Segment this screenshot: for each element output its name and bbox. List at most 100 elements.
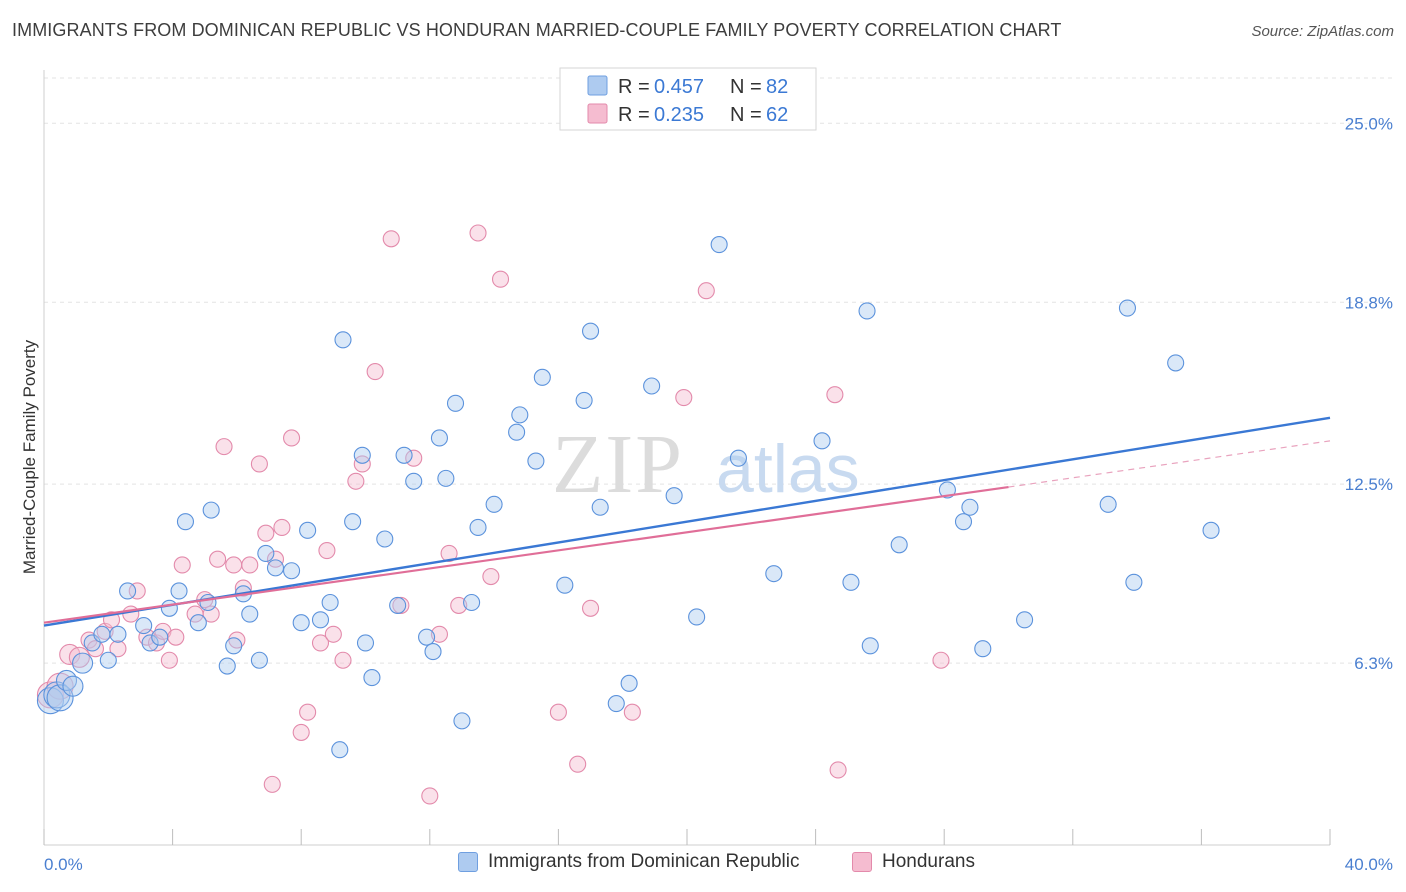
data-point xyxy=(469,518,487,537)
data-point xyxy=(1125,573,1143,591)
data-point xyxy=(1099,495,1117,513)
data-point xyxy=(257,524,275,542)
data-point xyxy=(430,429,448,447)
data-point xyxy=(581,322,600,340)
data-point xyxy=(450,596,468,614)
y-axis-tick-labels: 6.3% 12.5% 18.8% 25.0% xyxy=(1345,114,1393,673)
data-point xyxy=(283,562,301,580)
data-point xyxy=(813,432,831,450)
data-point xyxy=(363,669,381,687)
data-point xyxy=(176,513,195,531)
x-axis-ticks xyxy=(43,829,1331,845)
data-point xyxy=(250,455,268,473)
data-point xyxy=(688,608,706,626)
data-point xyxy=(861,637,879,655)
data-point xyxy=(366,363,384,381)
data-point xyxy=(765,565,783,583)
data-point xyxy=(424,643,442,661)
data-point xyxy=(331,741,349,759)
data-point xyxy=(430,625,448,643)
data-point xyxy=(533,368,551,386)
data-point xyxy=(151,628,169,646)
data-point xyxy=(135,617,153,635)
data-point xyxy=(829,761,847,779)
y-axis-title: Married-Couple Family Poverty xyxy=(20,339,39,574)
data-point xyxy=(241,556,259,574)
legend-r-label-1: R = xyxy=(618,76,650,98)
legend-swatch-hondurans xyxy=(852,852,872,872)
data-point xyxy=(141,634,159,652)
x-tick-label-min: 0.0% xyxy=(44,855,83,874)
data-point xyxy=(395,446,413,464)
data-point xyxy=(932,651,950,669)
data-point xyxy=(446,394,465,412)
legend-item-hondurans: Hondurans xyxy=(852,851,975,873)
data-point xyxy=(128,582,146,600)
data-point xyxy=(643,377,661,395)
watermark-zip: ZIP xyxy=(552,418,684,511)
legend-label-hondurans: Hondurans xyxy=(882,851,975,872)
data-point xyxy=(347,472,365,490)
trend-line-hondurans xyxy=(43,485,1009,624)
data-point xyxy=(318,541,336,560)
data-point xyxy=(215,438,233,456)
data-point xyxy=(729,449,747,467)
data-point xyxy=(710,235,728,254)
data-point xyxy=(463,593,481,612)
chart-title: IMMIGRANTS FROM DOMINICAN REPUBLIC VS HO… xyxy=(12,20,1062,40)
data-point xyxy=(334,331,352,349)
data-point xyxy=(418,628,436,646)
data-point xyxy=(72,652,94,674)
data-point xyxy=(344,513,362,531)
data-point xyxy=(250,651,268,669)
data-point xyxy=(527,452,545,470)
data-point xyxy=(55,669,78,692)
bottom-legend: Immigrants from Dominican Republic Hondu… xyxy=(0,851,1406,877)
data-point xyxy=(241,605,259,623)
data-point xyxy=(665,487,683,505)
legend-n-value-2: 62 xyxy=(766,104,788,126)
data-point xyxy=(890,536,908,554)
data-point xyxy=(160,651,178,669)
data-point xyxy=(299,703,317,721)
data-point xyxy=(353,446,371,464)
data-point xyxy=(68,646,90,668)
data-point xyxy=(263,775,281,793)
data-point xyxy=(311,611,330,629)
data-point xyxy=(292,614,310,632)
data-point xyxy=(1202,521,1220,539)
data-point xyxy=(119,582,137,600)
legend-n-label-1: N = xyxy=(730,76,762,98)
data-point xyxy=(405,472,423,490)
data-point xyxy=(556,576,574,594)
data-point xyxy=(46,684,74,712)
data-point xyxy=(1118,299,1137,317)
legend-n-label-2: N = xyxy=(730,104,762,126)
data-point xyxy=(321,593,339,612)
data-point xyxy=(620,674,638,692)
data-point xyxy=(575,391,593,409)
legend-label-dominican: Immigrants from Dominican Republic xyxy=(488,851,800,872)
data-point xyxy=(189,614,207,632)
legend-r-label-2: R = xyxy=(618,104,650,126)
trend-line-hondurans-extension xyxy=(1008,440,1331,488)
data-point xyxy=(353,455,371,473)
data-point xyxy=(469,224,487,242)
data-point xyxy=(202,501,220,519)
y-tick-label: 25.0% xyxy=(1345,114,1393,133)
data-point xyxy=(356,634,375,652)
data-point xyxy=(93,625,111,643)
data-point xyxy=(549,703,567,721)
axes xyxy=(43,70,1331,846)
data-point xyxy=(218,657,236,675)
data-point xyxy=(675,388,693,407)
data-point xyxy=(266,559,285,577)
data-point xyxy=(376,530,394,548)
data-point xyxy=(511,406,529,424)
data-point xyxy=(581,599,600,617)
y-tick-label: 18.8% xyxy=(1345,293,1393,312)
data-point xyxy=(697,282,715,300)
legend-r-value-1: 0.457 xyxy=(654,76,704,98)
data-point xyxy=(569,755,587,773)
data-point xyxy=(453,712,471,730)
